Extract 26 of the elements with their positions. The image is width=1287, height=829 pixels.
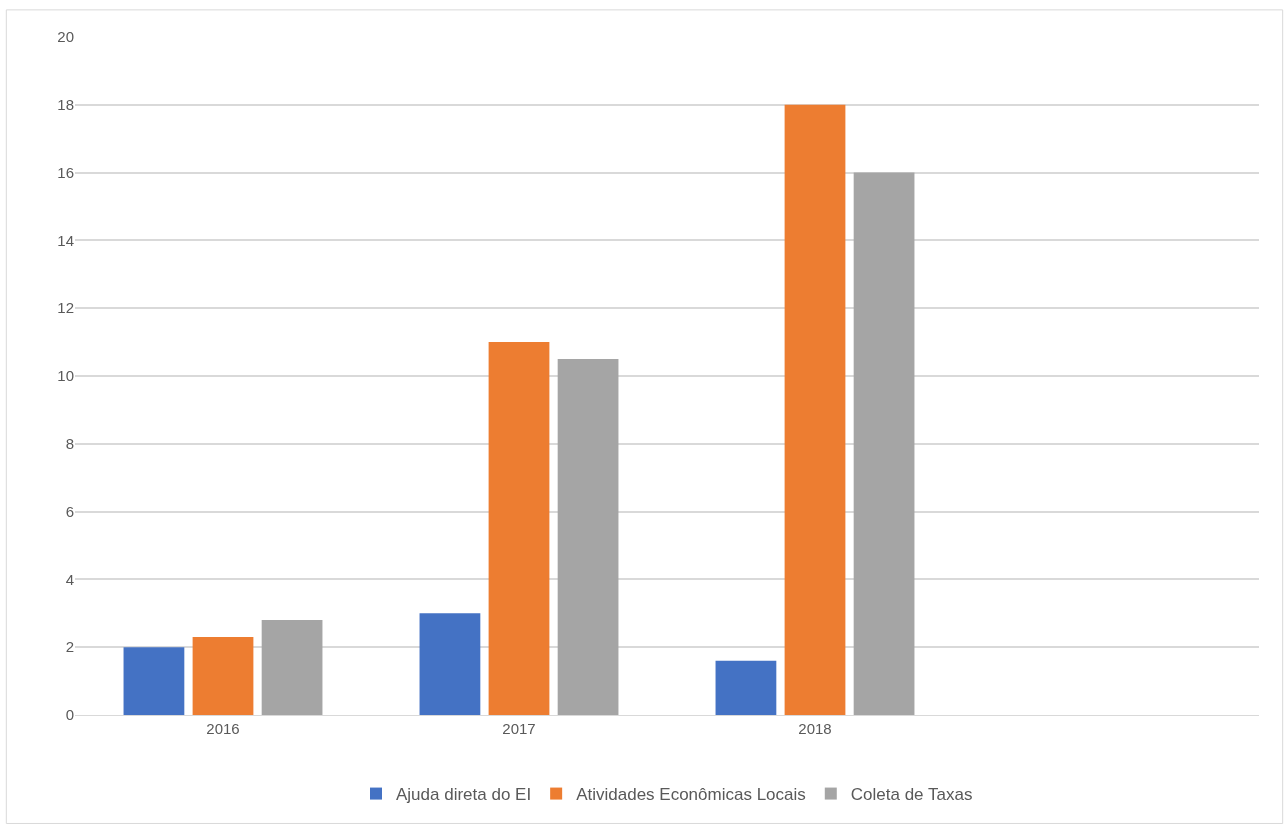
bar xyxy=(557,359,619,715)
x-tick-label: 2018 xyxy=(798,720,832,737)
bar xyxy=(261,620,323,715)
y-tick-label: 8 xyxy=(65,435,74,453)
bar xyxy=(123,647,185,715)
y-tick-label: 16 xyxy=(57,163,74,181)
y-tick-label: 0 xyxy=(65,706,74,724)
bar xyxy=(192,637,254,715)
y-tick-label: 12 xyxy=(57,299,74,317)
bar xyxy=(715,660,777,715)
y-tick-label: 2 xyxy=(65,638,74,656)
bar xyxy=(853,172,915,715)
x-tick-label: 2016 xyxy=(206,720,240,737)
y-tick-label: 6 xyxy=(65,502,74,520)
x-tick-label: 2017 xyxy=(502,720,536,737)
bar xyxy=(488,342,550,715)
y-tick-label: 20 xyxy=(57,28,74,46)
bar xyxy=(419,613,481,715)
y-tick-label: 4 xyxy=(65,570,74,588)
y-tick-label: 18 xyxy=(57,96,74,114)
bar xyxy=(784,104,846,715)
legend-label: Ajuda direta do EI xyxy=(396,785,532,805)
legend-label: Atividades Econômicas Locais xyxy=(576,785,806,805)
y-tick-label: 14 xyxy=(57,231,74,249)
y-tick-label: 10 xyxy=(57,367,74,385)
legend-label: Coleta de Taxas xyxy=(850,785,973,805)
